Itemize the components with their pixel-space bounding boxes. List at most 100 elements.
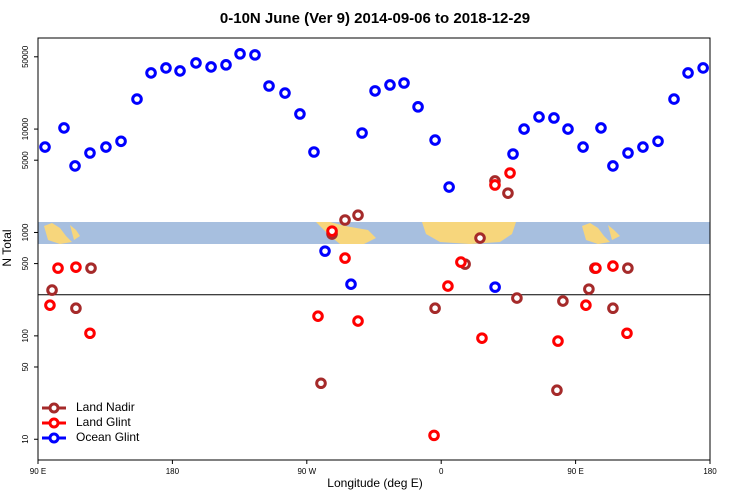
- point: [533, 111, 545, 123]
- point: [607, 260, 619, 272]
- point: [590, 262, 602, 274]
- point: [668, 93, 680, 105]
- point: [356, 127, 368, 139]
- point: [551, 384, 563, 397]
- point: [507, 148, 519, 160]
- point: [474, 232, 486, 244]
- point: [428, 429, 440, 442]
- legend-marker: [48, 417, 60, 429]
- point: [84, 147, 96, 159]
- point: [339, 214, 351, 226]
- x-tick-label: 90 E: [567, 467, 583, 476]
- point: [69, 160, 81, 172]
- map-strip: [38, 222, 710, 244]
- point: [697, 62, 709, 74]
- point: [580, 299, 592, 311]
- point: [100, 141, 112, 153]
- point: [412, 101, 424, 113]
- point: [205, 61, 217, 73]
- point: [511, 292, 523, 304]
- point: [85, 262, 97, 274]
- point: [339, 252, 351, 264]
- point: [220, 59, 232, 71]
- point: [46, 284, 58, 296]
- point: [131, 93, 143, 105]
- legend-label: Land Nadir: [76, 400, 135, 414]
- map-land: [70, 225, 80, 240]
- x-tick-label: 180: [703, 467, 717, 476]
- point: [621, 327, 633, 340]
- point: [637, 141, 649, 153]
- point: [489, 281, 501, 293]
- point: [518, 123, 530, 135]
- point: [607, 160, 619, 172]
- legend-label: Ocean Glint: [76, 430, 140, 444]
- legend-marker: [48, 432, 60, 444]
- point: [562, 123, 574, 135]
- point: [319, 245, 331, 257]
- point: [279, 87, 291, 99]
- point: [312, 310, 324, 322]
- y-tick-label: 5000: [21, 151, 30, 169]
- point: [577, 141, 589, 153]
- point: [489, 179, 501, 191]
- point: [442, 280, 454, 292]
- point: [70, 302, 82, 315]
- y-tick-label: 10000: [21, 117, 30, 140]
- map-land: [422, 222, 516, 244]
- point: [263, 80, 275, 92]
- point: [234, 48, 246, 60]
- map-land: [608, 225, 620, 240]
- point: [595, 122, 607, 134]
- point: [429, 134, 441, 146]
- point: [369, 85, 381, 97]
- point: [326, 225, 338, 237]
- y-tick-label: 1000: [21, 223, 30, 241]
- point: [352, 315, 364, 327]
- x-tick-label: 90 W: [297, 467, 316, 476]
- point: [174, 65, 186, 77]
- y-axis-label: N Total: [0, 229, 14, 266]
- point: [622, 147, 634, 159]
- x-tick-label: 180: [166, 467, 180, 476]
- point: [583, 283, 595, 295]
- point: [294, 108, 306, 120]
- point: [160, 62, 172, 74]
- point: [70, 261, 82, 273]
- map-land: [582, 223, 610, 244]
- map-land: [44, 223, 72, 244]
- point: [443, 181, 455, 193]
- point: [476, 332, 488, 344]
- point: [190, 57, 202, 69]
- point: [308, 146, 320, 158]
- y-tick-label: 50000: [21, 45, 30, 68]
- point: [607, 302, 619, 315]
- point: [145, 67, 157, 79]
- point: [115, 135, 127, 148]
- point: [44, 299, 56, 311]
- point: [548, 112, 560, 124]
- x-tick-label: 90 E: [30, 467, 46, 476]
- legend-marker: [48, 402, 60, 414]
- point: [52, 262, 64, 274]
- map-ocean: [38, 222, 710, 244]
- point: [504, 167, 516, 179]
- point: [552, 335, 564, 347]
- point: [455, 256, 467, 268]
- point: [398, 77, 410, 89]
- point: [682, 67, 694, 79]
- point: [315, 377, 327, 390]
- point: [429, 302, 441, 315]
- y-tick-label: 10: [21, 434, 30, 443]
- point: [652, 135, 664, 148]
- point: [352, 209, 364, 221]
- point: [84, 327, 96, 340]
- point: [345, 278, 357, 290]
- legend-label: Land Glint: [76, 415, 131, 429]
- point: [249, 49, 261, 61]
- point: [622, 262, 634, 274]
- point: [557, 295, 569, 307]
- y-tick-label: 50: [21, 362, 30, 371]
